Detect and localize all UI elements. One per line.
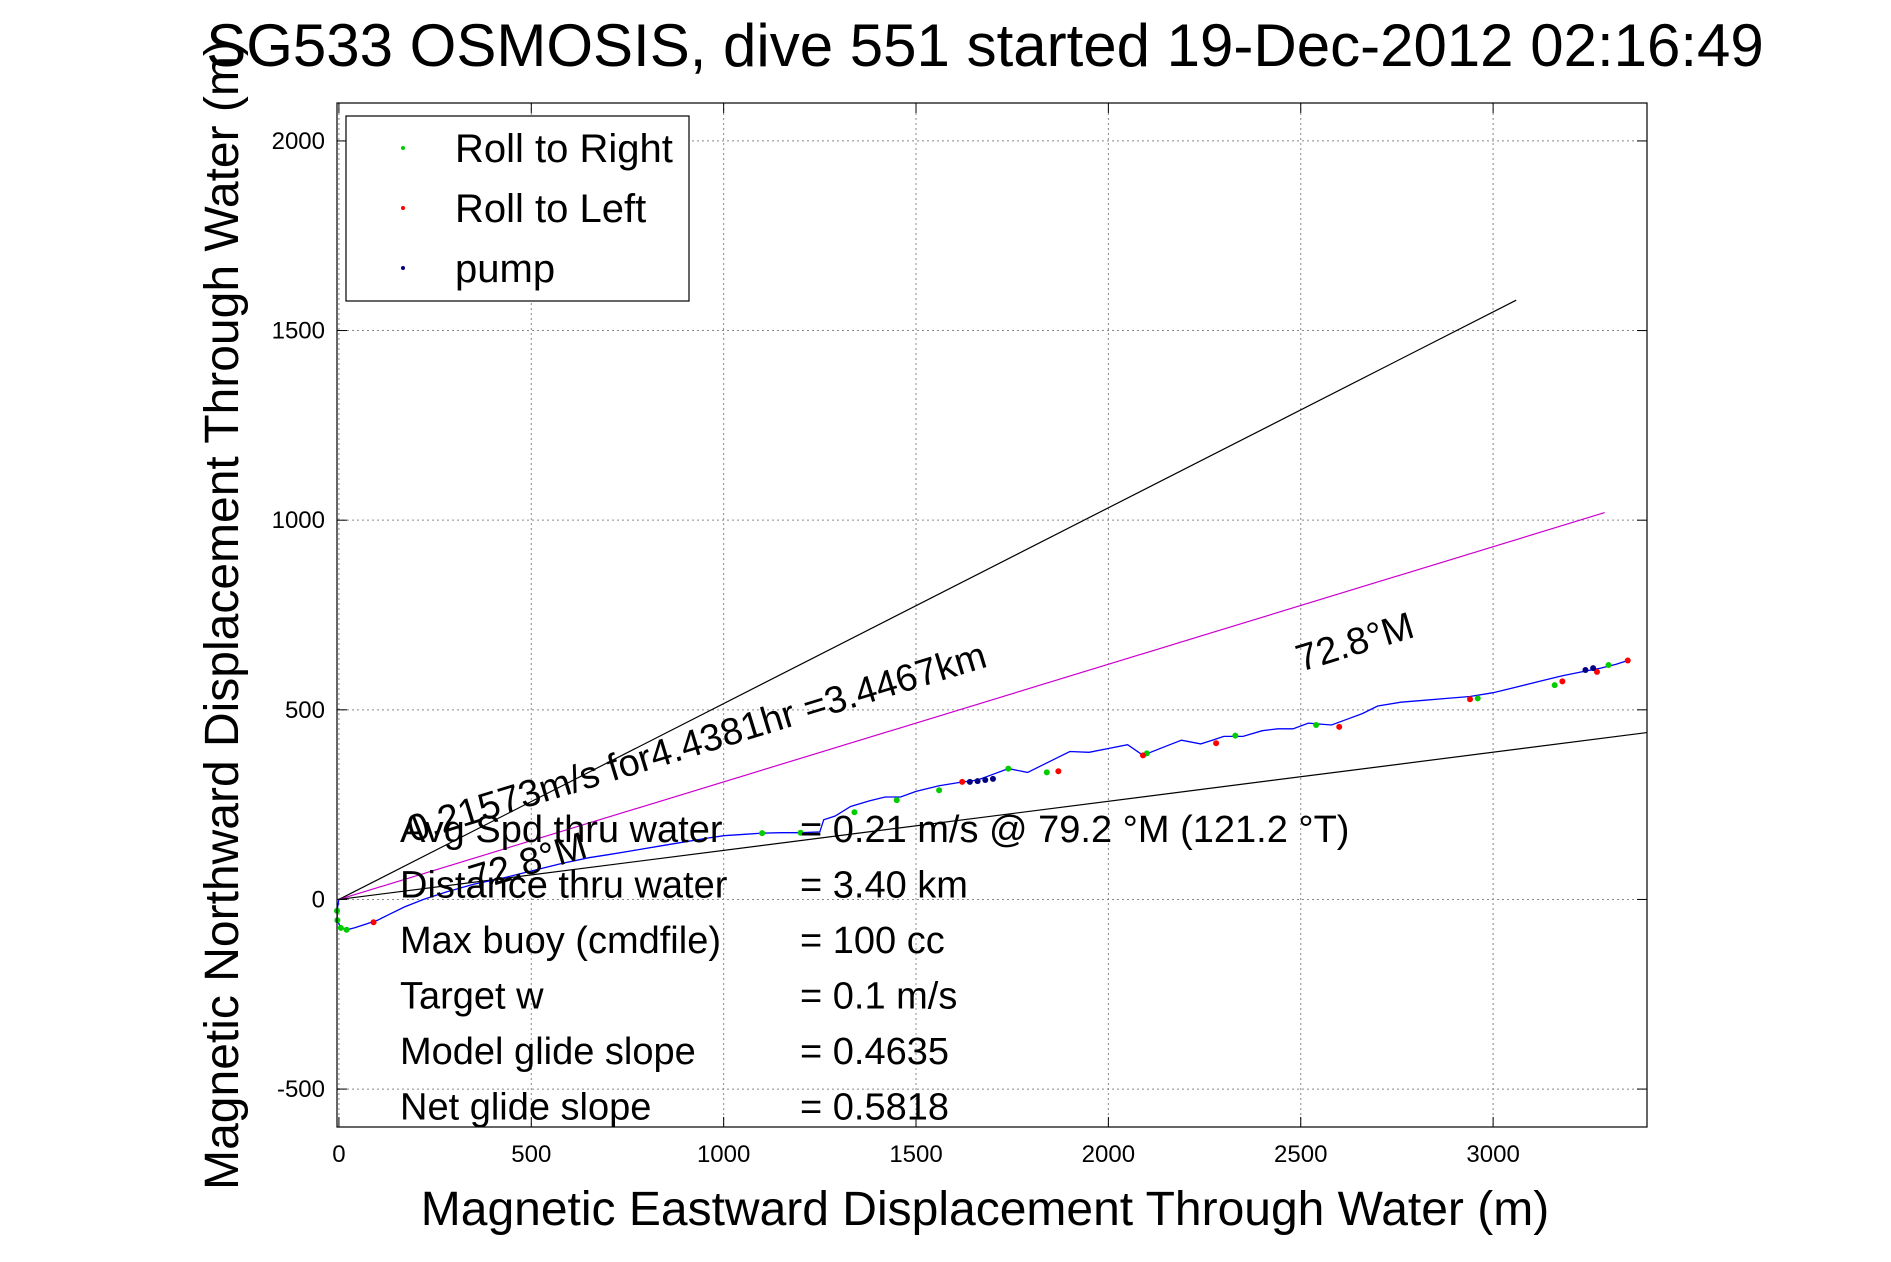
legend: Roll to Right Roll to Left pump (345, 115, 690, 302)
stat-label: Max buoy (cmdfile) (400, 920, 721, 962)
roll-left-point (959, 778, 966, 785)
stat-value: = 0.21 m/s @ 79.2 °M (121.2 °T) (800, 809, 1349, 851)
roll-left-point (1055, 768, 1062, 775)
roll-left-point (370, 919, 377, 926)
pump-point (966, 778, 973, 785)
x-tick-label: 3000 (1466, 1141, 1519, 1168)
roll-right-point (759, 830, 766, 837)
roll-left-point (1559, 678, 1566, 685)
pump-point (1582, 666, 1589, 673)
stat-label: Model glide slope (400, 1031, 696, 1073)
reference-line-black-lower (338, 731, 1648, 901)
roll-right-point (337, 924, 344, 931)
y-tick-label: 1500 (272, 318, 325, 345)
x-tick-label: 1500 (889, 1141, 942, 1168)
x-tick-label: 2000 (1082, 1141, 1135, 1168)
stat-label: Avg Spd thru water (400, 809, 723, 851)
legend-marker (401, 146, 405, 150)
x-tick-label: 500 (511, 1141, 551, 1168)
legend-label: Roll to Left (455, 187, 646, 231)
annotations: 0.21573m/s for4.4381hr =3.4467km 72.8°M72… (402, 605, 1419, 900)
roll-right-point (1605, 662, 1612, 669)
y-tick-label: 1000 (272, 507, 325, 534)
x-tick-label: 1000 (697, 1141, 750, 1168)
roll-right-point (1232, 732, 1239, 739)
plot-frame (336, 102, 1648, 1128)
roll-right-point (1313, 721, 1320, 728)
stat-label: Target w (400, 976, 544, 1018)
roll-right-point (1005, 765, 1012, 772)
grid-lines (337, 103, 1647, 1127)
roll-left-point (1467, 696, 1474, 703)
reference-line-magenta (338, 512, 1605, 901)
stat-value: = 100 cc (800, 920, 945, 962)
roll-right-point (893, 797, 900, 804)
annotation-label: 72.8°M (1291, 605, 1419, 680)
chart-title: SG533 OSMOSIS, dive 551 started 19-Dec-2… (206, 12, 1764, 79)
stat-value: = 0.1 m/s (800, 976, 957, 1018)
y-tick-label: 0 (312, 886, 325, 913)
axis-ticks: 0 500 1000 1500 2000 2500 3000 -500 0 500 1000 1500… (272, 103, 1647, 1168)
roll-left-point (1213, 740, 1220, 747)
legend-marker (401, 266, 405, 270)
x-tick-label: 2500 (1274, 1141, 1327, 1168)
roll-right-point (936, 787, 943, 794)
roll-left-point (1593, 668, 1600, 675)
legend-marker (401, 206, 405, 210)
roll-left-point (1140, 752, 1147, 759)
legend-label: Roll to Right (455, 127, 673, 171)
roll-right-point (1551, 682, 1558, 689)
x-axis-label: Magnetic Eastward Displacement Through W… (421, 1183, 1549, 1236)
legend-label: pump (455, 247, 555, 291)
roll-right-point (1474, 695, 1481, 702)
roll-right-point (1043, 769, 1050, 776)
roll-right-point (851, 809, 858, 816)
stat-value: = 0.4635 (800, 1031, 949, 1073)
roll-left-point (1336, 723, 1343, 730)
y-axis-label: Magnetic Northward Displacement Through … (196, 40, 249, 1190)
pump-point (982, 776, 989, 783)
series-group (334, 657, 1631, 933)
y-tick-label: 500 (285, 697, 325, 724)
stat-label: Net glide slope (400, 1087, 651, 1129)
stat-label: Distance thru water (400, 865, 728, 907)
roll-right-point (343, 926, 350, 933)
x-tick-label: 0 (332, 1141, 345, 1168)
reference-line-black-upper (338, 299, 1517, 900)
reference-lines (338, 299, 1648, 901)
pump-point (974, 778, 981, 785)
y-tick-label: -500 (277, 1076, 325, 1103)
y-tick-label: 2000 (272, 128, 325, 155)
stat-value: = 3.40 km (800, 865, 968, 907)
pump-point (1590, 665, 1597, 672)
roll-left-point (1624, 657, 1631, 664)
stats-block: Avg Spd thru water = 0.21 m/s @ 79.2 °M (… (400, 809, 1349, 1129)
pump-point (989, 775, 996, 782)
stat-value: = 0.5818 (800, 1087, 949, 1129)
roll-right-point (797, 829, 804, 836)
